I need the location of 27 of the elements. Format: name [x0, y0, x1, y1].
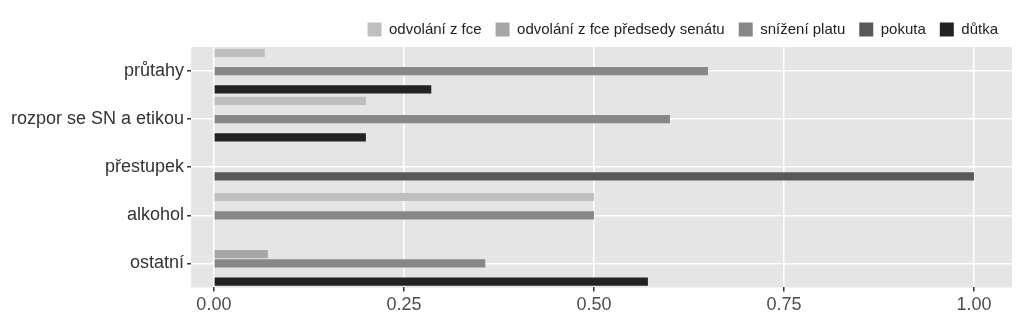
- bar: [214, 211, 594, 220]
- bar: [214, 250, 268, 259]
- bar: [214, 192, 594, 202]
- bar: [214, 277, 648, 286]
- bar: [214, 48, 265, 57]
- legend-label: pokuta: [880, 19, 927, 37]
- legend-label: odvolání z fce předsedy senátu: [517, 19, 725, 37]
- bar: [214, 96, 366, 105]
- x-tick-label: 0.75: [766, 294, 802, 315]
- x-tick-label: 0.25: [386, 294, 422, 315]
- bar: [214, 66, 708, 76]
- bar: [214, 259, 486, 268]
- bar: [214, 115, 670, 124]
- x-tick-label: 0.50: [576, 294, 612, 315]
- y-tick-label: alkohol: [127, 204, 185, 225]
- y-tick-label: ostatní: [130, 252, 185, 273]
- bar: [214, 133, 366, 142]
- x-tick-label: 0.00: [196, 294, 232, 315]
- y-tick-label: rozpor se SN a etikou: [10, 108, 185, 129]
- legend-label: důtka: [961, 19, 999, 37]
- x-tick-label: 1.00: [956, 294, 992, 315]
- legend-label: odvolání z fce: [389, 19, 482, 37]
- bar: [214, 172, 974, 181]
- legend-label: snížení platu: [760, 19, 846, 37]
- y-tick-label: průtahy: [124, 60, 185, 81]
- bar: [214, 85, 432, 94]
- y-tick-label: přestupek: [105, 156, 186, 177]
